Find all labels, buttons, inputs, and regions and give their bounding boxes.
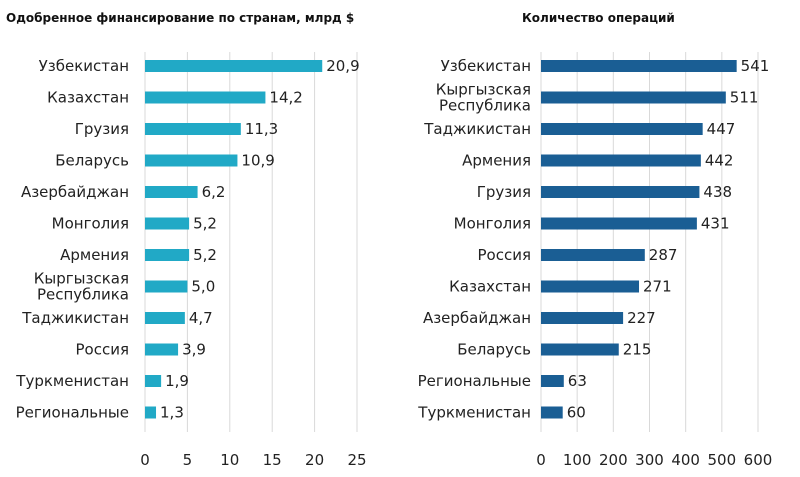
bar: [541, 186, 700, 198]
data-label: 541: [741, 57, 770, 75]
category-label: Армения: [462, 152, 531, 170]
category-label: Туркменистан: [417, 404, 531, 422]
bar: [541, 91, 726, 104]
data-label: 10,9: [241, 152, 274, 170]
category-label: Грузия: [477, 183, 531, 201]
data-label: 5,2: [193, 246, 217, 264]
category-label: Кыргызская Республика: [436, 81, 531, 115]
tick-label: 200: [599, 451, 628, 469]
bar: [145, 186, 198, 198]
tick-label: 25: [347, 451, 366, 469]
data-label: 63: [568, 372, 587, 390]
bar: [145, 343, 179, 356]
data-label: 271: [643, 278, 672, 296]
data-label: 5,2: [193, 215, 217, 233]
category-label: Региональные: [16, 404, 129, 422]
category-label: Беларусь: [55, 152, 129, 170]
tick-label: 0: [536, 451, 546, 469]
data-label: 287: [649, 246, 678, 264]
data-label: 215: [623, 341, 652, 359]
tick-label: 20: [305, 451, 324, 469]
bar: [145, 60, 323, 72]
bar: [541, 312, 624, 324]
data-label: 227: [627, 309, 656, 327]
category-label: Россия: [76, 341, 130, 359]
data-label: 14,2: [269, 89, 302, 107]
bar: [145, 249, 190, 261]
category-label: Таджикистан: [423, 120, 531, 138]
tick-label: 600: [744, 451, 773, 469]
tick-label: 100: [563, 451, 592, 469]
category-label: Азербайджан: [21, 183, 129, 201]
category-label: Азербайджан: [423, 309, 531, 327]
bar: [541, 406, 563, 419]
data-label: 1,3: [160, 404, 184, 422]
chart-panel-2: Количество операций Узбекистан 541 Кыргызск…: [417, 11, 772, 469]
bar: [541, 154, 701, 167]
category-label: Таджикистан: [21, 309, 129, 327]
chart-title: Одобренное финансирование по странам, мл…: [6, 11, 354, 25]
bar: [145, 280, 188, 293]
category-label: Туркменистан: [15, 372, 129, 390]
tick-label: 10: [220, 451, 239, 469]
bar: [145, 375, 162, 387]
data-label: 20,9: [326, 57, 359, 75]
bar: [541, 343, 619, 356]
bar: [145, 312, 185, 324]
category-label: Россия: [478, 246, 532, 264]
tick-label: 400: [671, 451, 700, 469]
data-label: 60: [567, 404, 586, 422]
bar: [145, 91, 266, 104]
bar: [541, 123, 703, 135]
data-label: 438: [703, 183, 732, 201]
category-label: Грузия: [75, 120, 129, 138]
category-label: Региональные: [418, 372, 531, 390]
data-label: 11,3: [245, 120, 278, 138]
data-label: 511: [730, 89, 759, 107]
data-label: 6,2: [202, 183, 226, 201]
tick-label: 0: [140, 451, 150, 469]
category-label: Казахстан: [47, 89, 129, 107]
tick-label: 300: [635, 451, 664, 469]
data-label: 3,9: [182, 341, 206, 359]
tick-label: 500: [708, 451, 737, 469]
chart-panel-1: Одобренное финансирование по странам, мл…: [6, 11, 367, 469]
tick-label: 5: [183, 451, 193, 469]
bar: [541, 280, 640, 293]
category-label: Монголия: [454, 215, 531, 233]
chart-title: Количество операций: [522, 11, 675, 25]
bar: [541, 60, 737, 72]
data-label: 447: [707, 120, 736, 138]
data-label: 4,7: [189, 309, 213, 327]
bar: [541, 249, 645, 261]
bar: [541, 375, 564, 387]
bar: [145, 406, 157, 419]
category-label: Узбекистан: [441, 57, 531, 75]
data-label: 1,9: [165, 372, 189, 390]
bar: [145, 123, 241, 135]
category-label: Беларусь: [457, 341, 531, 359]
bar: [541, 217, 697, 230]
category-label: Монголия: [52, 215, 129, 233]
data-label: 431: [701, 215, 730, 233]
data-label: 5,0: [191, 278, 215, 296]
bar: [145, 154, 238, 167]
category-label: Кыргызская Республика: [34, 270, 129, 304]
data-label: 442: [705, 152, 734, 170]
bar: [145, 217, 190, 230]
tick-label: 15: [263, 451, 282, 469]
category-label: Армения: [60, 246, 129, 264]
category-label: Узбекистан: [39, 57, 129, 75]
category-label: Казахстан: [449, 278, 531, 296]
